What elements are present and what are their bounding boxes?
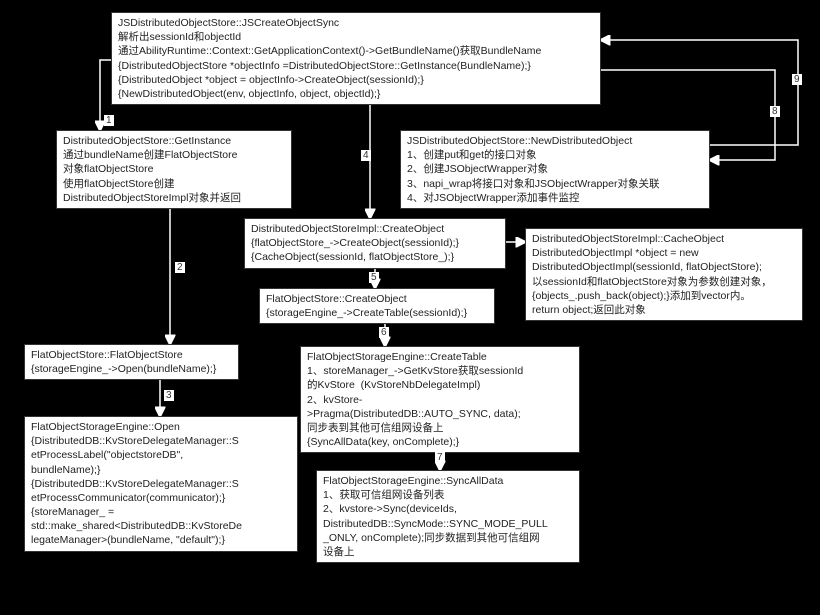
- edge-label-e5: 5: [369, 272, 379, 283]
- node-storageengine-open: FlatObjectStorageEngine::Open {Distribut…: [24, 416, 298, 552]
- edge-label-e3: 3: [164, 390, 174, 401]
- edge-label-e9: 9: [792, 74, 802, 85]
- edge-label-e7: 7: [435, 452, 445, 463]
- node-flatobjectstore-createobject: FlatObjectStore::CreateObject {storageEn…: [259, 288, 495, 324]
- edge-label-e8: 8: [770, 106, 780, 117]
- diagram-canvas: JSDistributedObjectStore::JSCreateObject…: [0, 0, 820, 615]
- edge-label-e2: 2: [175, 262, 185, 273]
- node-newdistributedobject: JSDistributedObjectStore::NewDistributed…: [400, 130, 710, 209]
- edge-label-e1: 1: [104, 115, 114, 126]
- node-cacheobject: DistributedObjectStoreImpl::CacheObject …: [525, 228, 803, 321]
- node-jscreateobjectsync: JSDistributedObjectStore::JSCreateObject…: [111, 12, 601, 105]
- node-syncalldata: FlatObjectStorageEngine::SyncAllData 1、获…: [316, 470, 580, 563]
- edge-label-e4: 4: [361, 150, 371, 161]
- node-getinstance: DistributedObjectStore::GetInstance 通过bu…: [56, 130, 292, 209]
- edge-label-e6: 6: [379, 327, 389, 338]
- node-storeimpl-createobject: DistributedObjectStoreImpl::CreateObject…: [244, 218, 506, 269]
- node-storageengine-createtable: FlatObjectStorageEngine::CreateTable 1、s…: [300, 346, 580, 453]
- node-flatobjectstore-ctor: FlatObjectStore::FlatObjectStore {storag…: [24, 344, 239, 380]
